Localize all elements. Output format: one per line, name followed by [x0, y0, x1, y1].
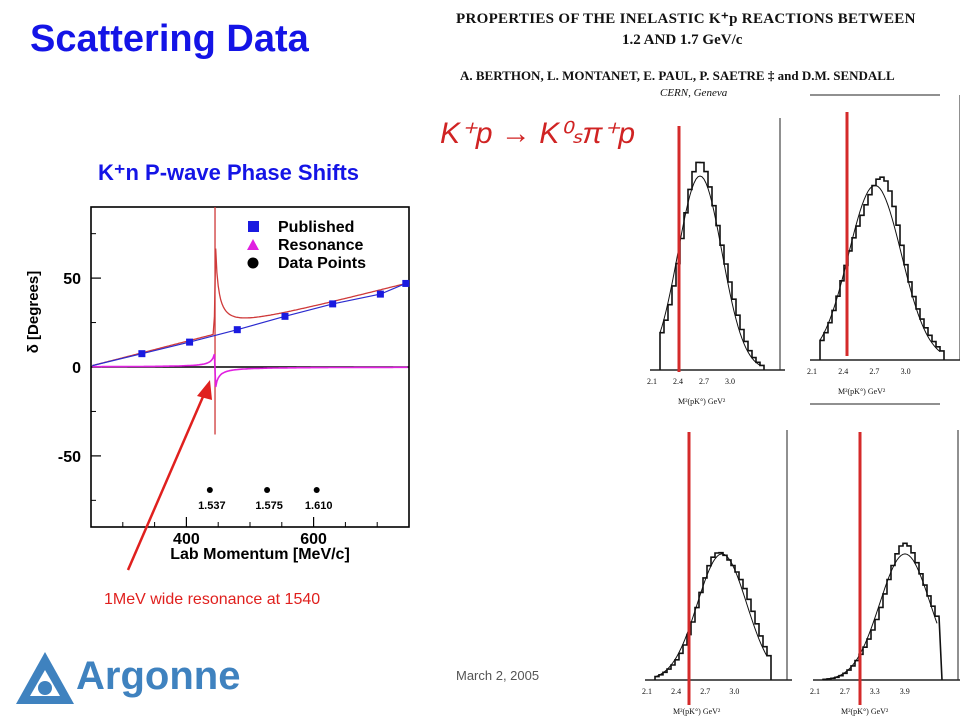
histogram-panel: 2.1 2.4 2.7 3.0 M²(pK°) GeV² [642, 430, 792, 716]
histogram-tick-label: 3.9 [900, 687, 910, 696]
histogram-steps [822, 542, 943, 681]
x-tick-label: 400 [173, 531, 200, 548]
logo-text: Argonne [76, 654, 241, 698]
data-point-dot [264, 487, 271, 493]
legend-label-resonance: Resonance [278, 237, 363, 254]
paper-institution: CERN, Geneva [660, 87, 728, 99]
paper-title-line1: PROPERTIES OF THE INELASTIC K⁺p REACTION… [456, 11, 916, 27]
histogram-panel: 2.1 2.4 2.7 3.0 M²(pK°) GeV² [647, 118, 785, 406]
histogram-fit-curve [822, 553, 938, 680]
data-point-dot [206, 487, 213, 493]
published-point [281, 312, 289, 320]
histogram-tick-label: 2.7 [869, 367, 879, 376]
histogram-tick-label: 2.1 [810, 687, 820, 696]
data-point-label: 1.610 [305, 500, 333, 512]
histogram-tick-label: 2.7 [840, 687, 850, 696]
paper-title-line2: 1.2 AND 1.7 GeV/c [622, 32, 743, 48]
y-tick-label: 50 [63, 271, 81, 288]
y-tick-label: 0 [72, 360, 81, 377]
histogram-tick-label: 2.4 [838, 367, 848, 376]
histogram-panel: 2.1 2.7 3.3 3.9 M²(pK°) GeV² [810, 430, 960, 716]
legend-label-data-points: Data Points [278, 255, 366, 272]
data-point-dot [313, 487, 320, 493]
annotation-arrow-line [126, 391, 207, 571]
histogram-x-label: M²(pK°) GeV² [673, 707, 721, 716]
histogram-tick-label: 3.0 [725, 377, 735, 386]
histogram-tick-label: 2.1 [642, 687, 652, 696]
published-point [376, 290, 384, 298]
slide-title: Scattering Data [30, 18, 309, 60]
histogram-panels: 2.1 2.4 2.7 3.0 M²(pK°) GeV² 2.1 2.4 2.7 3.0 M²(p… [642, 94, 960, 716]
histogram-tick-label: 2.7 [699, 377, 709, 386]
histogram-tick-label: 3.0 [729, 687, 739, 696]
histogram-x-label: M²(pK°) GeV² [838, 387, 886, 396]
plot-title: K⁺n P-wave Phase Shifts [98, 160, 360, 185]
y-tick-label: -50 [58, 449, 81, 466]
legend-marker-published [248, 221, 259, 232]
histogram-fit-curve [654, 553, 768, 678]
published-point [138, 350, 146, 358]
histogram-tick-label: 2.1 [807, 367, 817, 376]
histogram-x-label: M²(pK°) GeV² [841, 707, 889, 716]
date-label: March 2, 2005 [456, 668, 540, 683]
legend-marker-resonance [247, 239, 259, 250]
histogram-steps [659, 161, 765, 370]
paper-authors: A. BERTHON, L. MONTANET, E. PAUL, P. SAE… [460, 68, 895, 83]
resonance-curve-magenta [92, 353, 408, 388]
legend-label-published: Published [278, 219, 354, 236]
histogram-tick-label: 3.3 [870, 687, 880, 696]
histogram-tick-label: 2.4 [671, 687, 681, 696]
x-tick-label: 600 [300, 531, 327, 548]
legend-marker-data-points [247, 257, 259, 269]
published-point [186, 338, 194, 346]
resonance-annotation: 1MeV wide resonance at 1540 [104, 591, 321, 608]
reaction-formula: K⁺p → K⁰ₛπ⁺p [440, 117, 635, 150]
data-point-label: 1.575 [255, 500, 283, 512]
data-point-label: 1.537 [198, 500, 226, 512]
histogram-tick-label: 2.1 [647, 377, 657, 386]
histogram-fit-curve [819, 185, 941, 352]
published-line [92, 282, 407, 367]
reaction-text: K⁺p → K⁰ₛπ⁺p [440, 117, 635, 150]
histogram-fit-curve [659, 175, 761, 366]
x-axis-label: Lab Momentum [MeV/c] [170, 546, 350, 563]
histogram-tick-label: 2.4 [673, 377, 683, 386]
histogram-steps [654, 551, 772, 680]
histogram-tick-label: 2.7 [700, 687, 710, 696]
histogram-tick-label: 3.0 [901, 367, 911, 376]
annotation-arrow [126, 380, 212, 571]
argonne-logo-icon [16, 652, 74, 704]
y-axis-label: δ [Degrees] [25, 271, 42, 353]
published-point [402, 279, 410, 287]
histogram-x-label: M²(pK°) GeV² [678, 397, 726, 406]
published-point [329, 300, 337, 308]
annotation-arrow-head [197, 380, 212, 400]
histogram-panel: 2.1 2.4 2.7 3.0 M²(pK°) GeV² [807, 95, 960, 396]
published-point [233, 326, 241, 334]
